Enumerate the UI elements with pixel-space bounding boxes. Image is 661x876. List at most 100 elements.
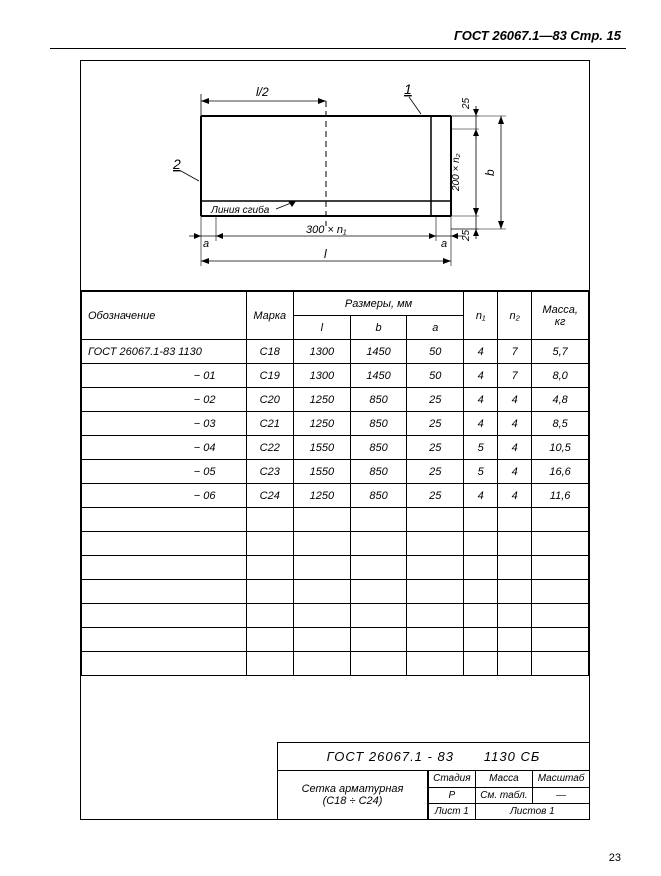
table-cell	[464, 508, 498, 532]
th-b: b	[350, 316, 407, 340]
table-cell: 1450	[350, 364, 407, 388]
table-cell: 4	[498, 436, 532, 460]
table-cell	[532, 580, 589, 604]
table-cell	[293, 580, 350, 604]
table-cell: 4	[498, 460, 532, 484]
table-cell: 5	[464, 460, 498, 484]
technical-diagram: l/2 1 2 25 200 × n₂ 25	[81, 61, 589, 291]
dim-200n2: 200 × n₂	[451, 153, 462, 192]
table-cell	[246, 652, 293, 676]
callout-2: 2	[172, 156, 181, 172]
table-cell	[498, 604, 532, 628]
table-cell: 4	[464, 412, 498, 436]
tb-stadiya-h: Стадия	[429, 771, 476, 787]
table-row	[82, 532, 589, 556]
th-n1: n₁	[464, 292, 498, 340]
table-row: − 06C241250850254411,6	[82, 484, 589, 508]
table-cell: 850	[350, 436, 407, 460]
table-cell: ГОСТ 26067.1-83 1130	[82, 340, 247, 364]
table-row	[82, 652, 589, 676]
table-cell: 850	[350, 412, 407, 436]
table-cell: C24	[246, 484, 293, 508]
table-cell: 4	[464, 340, 498, 364]
tb-name-2: (С18 ÷ С24)	[323, 795, 383, 807]
table-cell	[82, 556, 247, 580]
th-mass: Масса, кг	[532, 292, 589, 340]
header-rule	[50, 48, 626, 49]
table-cell	[82, 652, 247, 676]
tb-meta: Стадия Масса Масштаб Р См. табл. — Лист …	[428, 771, 589, 819]
th-L: l	[293, 316, 350, 340]
page-number: 23	[609, 852, 621, 864]
dim-l2: l/2	[256, 85, 269, 99]
dim-25-top: 25	[461, 97, 472, 110]
table-cell: 5	[464, 436, 498, 460]
table-cell	[82, 580, 247, 604]
tb-title: ГОСТ 26067.1 - 831130 СБ	[278, 743, 589, 771]
table-row: − 01C191300145050478,0	[82, 364, 589, 388]
tb-massa-h: Масса	[475, 771, 532, 787]
table-cell	[407, 628, 464, 652]
tb-list: Лист 1	[429, 803, 476, 819]
diagram-svg: l/2 1 2 25 200 × n₂ 25	[81, 61, 591, 291]
table-cell	[293, 556, 350, 580]
dim-b: b	[483, 169, 497, 176]
table-cell	[464, 652, 498, 676]
table-row	[82, 556, 589, 580]
table-cell: − 03	[82, 412, 247, 436]
table-cell	[407, 652, 464, 676]
table-cell: 8,0	[532, 364, 589, 388]
table-cell: − 06	[82, 484, 247, 508]
tb-gost: ГОСТ 26067.1 - 83	[327, 749, 454, 764]
table-cell: 5,7	[532, 340, 589, 364]
table-cell: C19	[246, 364, 293, 388]
table-cell: 7	[498, 364, 532, 388]
table-cell: 50	[407, 364, 464, 388]
table-cell: 25	[407, 412, 464, 436]
tb-name-1: Сетка арматурная	[302, 783, 404, 795]
table-cell	[407, 580, 464, 604]
table-cell: 4	[498, 412, 532, 436]
table-cell: 25	[407, 484, 464, 508]
tb-sm: См. табл.	[475, 787, 532, 803]
table-cell	[246, 628, 293, 652]
tb-p: Р	[429, 787, 476, 803]
table-cell: 850	[350, 484, 407, 508]
table-cell: C20	[246, 388, 293, 412]
table-cell	[82, 604, 247, 628]
table-cell: 16,6	[532, 460, 589, 484]
table-cell	[82, 628, 247, 652]
table-cell	[293, 652, 350, 676]
table-row: − 02C20125085025444,8	[82, 388, 589, 412]
dim-a-right: a	[441, 238, 447, 250]
tb-dash: —	[533, 787, 589, 803]
table-cell	[293, 604, 350, 628]
table-cell: 25	[407, 460, 464, 484]
table-cell: 1250	[293, 388, 350, 412]
table-cell: − 01	[82, 364, 247, 388]
table-row	[82, 628, 589, 652]
bend-line-label: Линия сгиба	[210, 204, 270, 216]
callout-1: 1	[404, 81, 412, 97]
dim-L: l	[324, 247, 327, 261]
table-cell	[532, 508, 589, 532]
table-cell: C21	[246, 412, 293, 436]
page-header: ГОСТ 26067.1—83 Стр. 15	[454, 28, 621, 43]
table-cell: 4	[464, 388, 498, 412]
table-cell	[498, 628, 532, 652]
table-cell	[464, 628, 498, 652]
title-block: ГОСТ 26067.1 - 831130 СБ Сетка арматурна…	[277, 742, 589, 819]
tb-listov: Листов 1	[475, 803, 589, 819]
table-cell	[464, 580, 498, 604]
table-cell	[464, 604, 498, 628]
table-cell	[498, 532, 532, 556]
table-cell	[293, 628, 350, 652]
drawing-frame: l/2 1 2 25 200 × n₂ 25	[80, 60, 590, 820]
table-row: − 05C231550850255416,6	[82, 460, 589, 484]
table-cell	[407, 532, 464, 556]
table-cell	[532, 532, 589, 556]
th-a: a	[407, 316, 464, 340]
table-cell: 1550	[293, 460, 350, 484]
table-cell	[532, 652, 589, 676]
table-cell: 4	[464, 364, 498, 388]
